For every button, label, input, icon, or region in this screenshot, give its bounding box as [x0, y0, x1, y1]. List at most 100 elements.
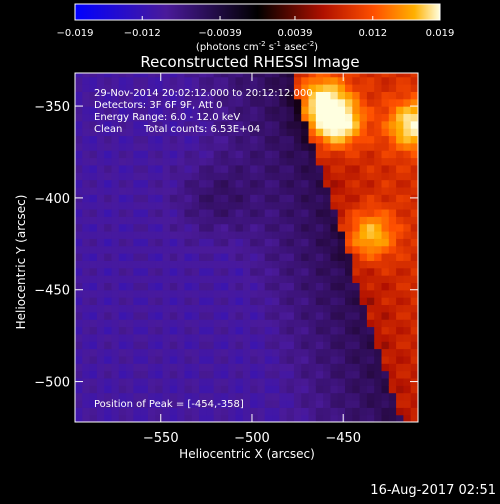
heatmap-cell	[140, 392, 149, 401]
heatmap-cell	[257, 282, 266, 291]
heatmap-cell	[118, 128, 127, 137]
heatmap-cell	[293, 73, 302, 78]
heatmap-cell	[118, 355, 127, 364]
heatmap-cell	[242, 399, 251, 408]
heatmap-cell	[330, 289, 339, 298]
heatmap-cell	[104, 385, 113, 394]
heatmap-cell	[396, 297, 405, 306]
heatmap-cell	[410, 304, 418, 313]
heatmap-cell	[250, 179, 259, 188]
heatmap-cell	[82, 363, 91, 372]
heatmap-cell	[366, 407, 375, 416]
heatmap-cell	[89, 399, 98, 408]
heatmap-cell	[250, 407, 259, 416]
heatmap-cell	[381, 128, 390, 137]
heatmap-cell	[220, 348, 229, 357]
heatmap-cell	[410, 216, 418, 225]
heatmap-cell	[147, 120, 156, 129]
heatmap-cell	[388, 150, 397, 159]
heatmap-cell	[293, 98, 302, 107]
heatmap-cell	[213, 208, 222, 217]
heatmap-cell	[345, 392, 353, 401]
heatmap-cell	[140, 186, 149, 195]
heatmap-cell	[308, 91, 317, 100]
heatmap-cell	[140, 76, 149, 85]
heatmap-cell	[147, 106, 156, 115]
heatmap-cell	[242, 253, 251, 261]
heatmap-cell	[286, 326, 295, 335]
heatmap-cell	[286, 311, 295, 320]
heatmap-cell	[89, 319, 98, 328]
heatmap-cell	[169, 208, 178, 217]
heatmap-cell	[388, 223, 397, 232]
heatmap-cell	[169, 407, 178, 416]
heatmap-cell	[396, 142, 405, 151]
heatmap-cell	[279, 267, 288, 276]
heatmap-cell	[250, 333, 259, 342]
heatmap-cell	[396, 348, 405, 357]
heatmap-cell	[96, 223, 105, 232]
heatmap-cell	[118, 216, 127, 225]
heatmap-cell	[388, 377, 397, 386]
heatmap-cell	[330, 230, 339, 239]
heatmap-cell	[323, 84, 332, 92]
heatmap-cell	[184, 282, 193, 291]
heatmap-cell	[315, 208, 324, 217]
heatmap-cell	[126, 407, 134, 416]
heatmap-cell	[133, 91, 142, 100]
heatmap-cell	[396, 223, 405, 232]
heatmap-cell	[381, 76, 390, 85]
heatmap-cell	[272, 348, 280, 357]
heatmap-cell	[191, 73, 200, 78]
heatmap-cell	[111, 414, 120, 422]
heatmap-cell	[140, 157, 149, 166]
heatmap-cell	[184, 135, 193, 144]
heatmap-cell	[213, 216, 222, 225]
heatmap-cell	[315, 106, 324, 115]
heatmap-cell	[345, 289, 353, 298]
heatmap-cell	[126, 341, 134, 350]
heatmap-cell	[366, 348, 375, 357]
heatmap-cell	[286, 91, 295, 100]
heatmap-cell	[89, 311, 98, 320]
heatmap-cell	[257, 245, 266, 254]
heatmap-cell	[410, 128, 418, 137]
annotation-counts: Total counts: 6.53E+04	[143, 124, 260, 135]
heatmap-cell	[126, 414, 134, 422]
heatmap-cell	[213, 282, 222, 291]
heatmap-cell	[410, 282, 418, 291]
heatmap-cell	[228, 370, 237, 379]
heatmap-cell	[264, 355, 273, 364]
heatmap-cell	[140, 113, 149, 122]
heatmap-cell	[396, 333, 405, 342]
heatmap-cell	[75, 208, 83, 217]
heatmap-cell	[301, 355, 310, 364]
heatmap-cell	[104, 275, 113, 283]
heatmap-cell	[111, 172, 120, 181]
heatmap-cell	[169, 282, 178, 291]
heatmap-cell	[96, 84, 105, 92]
heatmap-cell	[111, 128, 120, 137]
heatmap-cell	[104, 135, 113, 144]
heatmap-cell	[199, 113, 207, 122]
heatmap-cell	[213, 201, 222, 210]
heatmap-cell	[162, 179, 171, 188]
heatmap-cell	[264, 223, 273, 232]
heatmap-cell	[359, 120, 368, 129]
heatmap-cell	[96, 98, 105, 107]
heatmap-cell	[293, 267, 302, 276]
heatmap-cell	[381, 84, 390, 92]
heatmap-cell	[140, 91, 149, 100]
heatmap-cell	[206, 164, 215, 173]
heatmap-cell	[286, 238, 295, 247]
heatmap-cell	[228, 311, 237, 320]
heatmap-cell	[147, 333, 156, 342]
heatmap-cell	[315, 230, 324, 239]
heatmap-cell	[82, 297, 91, 306]
heatmap-cell	[381, 142, 390, 151]
heatmap-cell	[250, 267, 259, 276]
heatmap-cell	[330, 385, 339, 394]
heatmap-cell	[359, 98, 368, 107]
heatmap-cell	[82, 194, 91, 203]
heatmap-cell	[191, 297, 200, 306]
